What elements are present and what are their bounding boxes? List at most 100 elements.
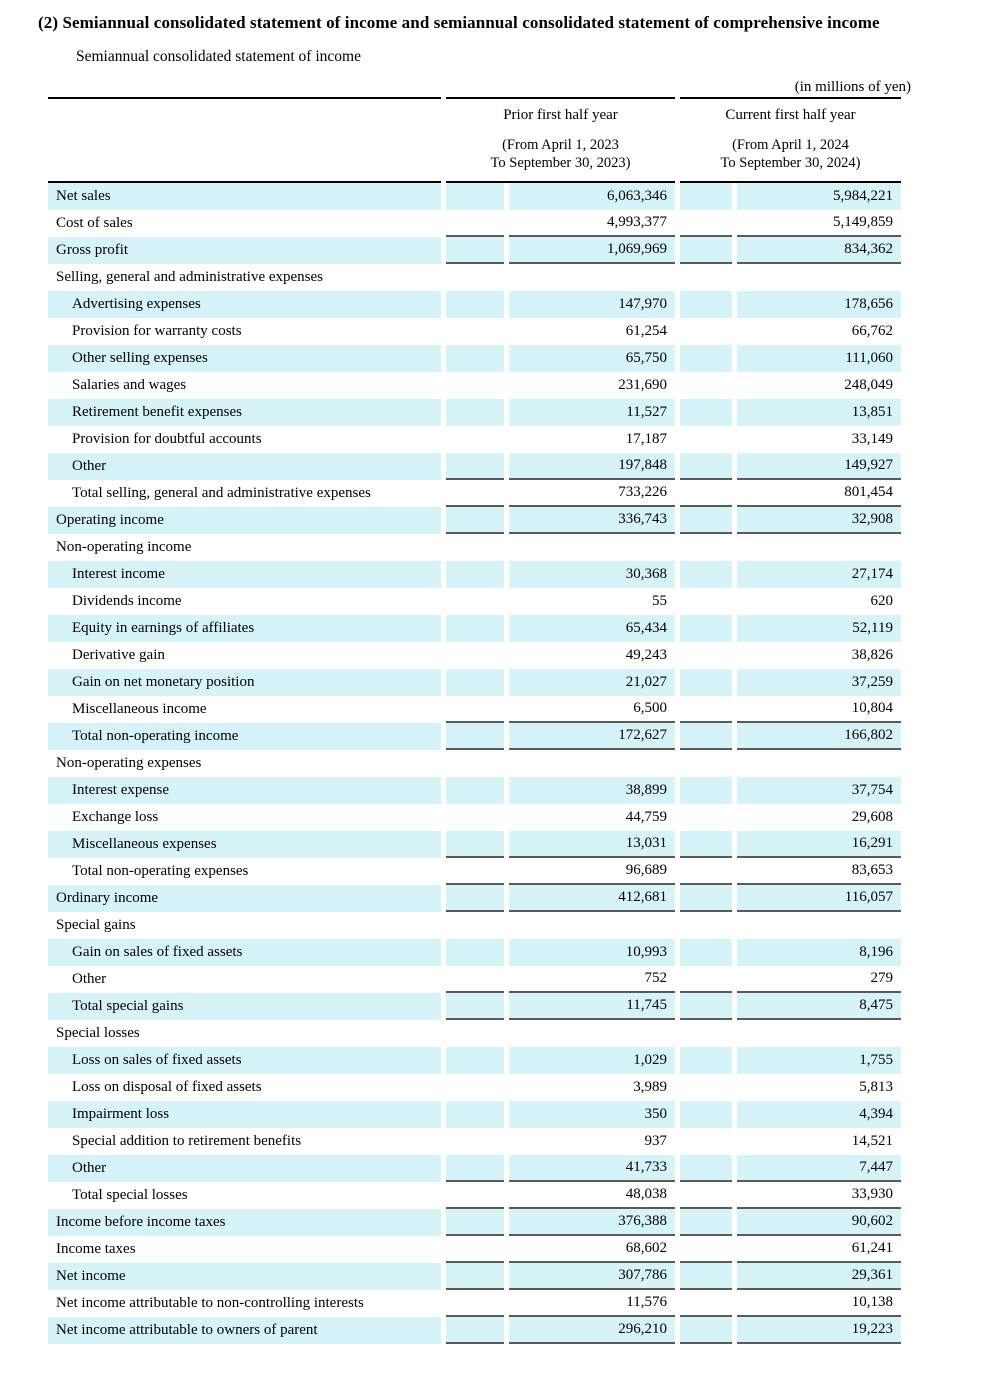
prior-value: 61,254	[625, 323, 667, 339]
prior-value: 65,434	[509, 615, 675, 642]
row-label: Net sales	[48, 183, 441, 210]
table-row: Income before income taxes 376,388 90,602	[48, 1209, 901, 1236]
spacer-cell	[680, 1047, 732, 1074]
current-value: 10,804	[737, 696, 901, 723]
spacer-cell	[680, 750, 732, 777]
prior-value: 350	[509, 1101, 675, 1128]
current-value: 66,762	[851, 323, 893, 339]
spacer-cell	[680, 345, 732, 372]
spacer-cell	[446, 1128, 504, 1155]
prior-value: 412,681	[509, 885, 675, 912]
current-value	[737, 750, 901, 777]
prior-value: 38,899	[509, 777, 675, 804]
current-value: 52,119	[737, 615, 901, 642]
spacer-cell	[446, 453, 504, 480]
current-value: 14,521	[851, 1133, 893, 1149]
spacer-cell	[680, 1074, 732, 1101]
spacer-cell	[680, 723, 732, 750]
header-row: Prior first half year (From April 1, 202…	[48, 97, 901, 183]
table-row: Derivative gain 49,243 38,826	[48, 642, 901, 669]
spacer-cell	[680, 318, 732, 345]
current-value: 834,362	[737, 237, 901, 264]
prior-value: 937	[644, 1133, 668, 1149]
row-label: Net income attributable to non-controlli…	[56, 1295, 364, 1311]
spacer-cell	[446, 1209, 504, 1236]
table-row: Loss on sales of fixed assets 1,029 1,755	[48, 1047, 901, 1074]
spacer-cell	[446, 183, 504, 210]
row-label: Operating income	[48, 507, 441, 534]
table-row: Operating income 336,743 32,908	[48, 507, 901, 534]
spacer-cell	[680, 1101, 732, 1128]
prior-value	[509, 750, 675, 777]
row-label: Retirement benefit expenses	[48, 399, 441, 426]
spacer-cell	[446, 858, 504, 885]
current-period-line2: To September 30, 2024)	[720, 155, 861, 171]
prior-value: 307,786	[509, 1263, 675, 1290]
spacer-cell	[680, 1263, 732, 1290]
spacer-cell	[446, 1020, 504, 1047]
table-row: Loss on disposal of fixed assets 3,989 5,8…	[48, 1074, 901, 1101]
current-value: 166,802	[737, 723, 901, 750]
spacer-cell	[680, 1128, 732, 1155]
row-label: Exchange loss	[72, 809, 159, 825]
current-value: 27,174	[737, 561, 901, 588]
table-row: Provision for doubtful accounts 17,187 33,…	[48, 426, 901, 453]
current-value: 32,908	[737, 507, 901, 534]
row-label: Impairment loss	[48, 1101, 441, 1128]
prior-value: 55	[652, 593, 667, 609]
prior-value: 17,187	[625, 431, 667, 447]
spacer-cell	[446, 993, 504, 1020]
prior-value: 96,689	[509, 858, 675, 885]
table-row: Non-operating expenses	[48, 750, 901, 777]
row-label: Interest expense	[48, 777, 441, 804]
spacer-cell	[680, 912, 732, 939]
table-row: Selling, general and administrative expe…	[48, 264, 901, 291]
table-row: Miscellaneous income 6,500 10,804	[48, 696, 901, 723]
spacer-cell	[446, 1317, 504, 1344]
row-label: Total non-operating expenses	[72, 863, 249, 879]
row-label: Gain on sales of fixed assets	[48, 939, 441, 966]
current-value: 5,813	[859, 1079, 893, 1095]
spacer-cell	[446, 291, 504, 318]
spacer-cell	[446, 777, 504, 804]
table-row: Ordinary income 412,681 116,057	[48, 885, 901, 912]
current-value: 38,826	[851, 647, 893, 663]
current-value: 8,475	[737, 993, 901, 1020]
table-row: Impairment loss 350 4,394	[48, 1101, 901, 1128]
prior-value: 197,848	[509, 453, 675, 480]
prior-value: 1,029	[509, 1047, 675, 1074]
current-value: 279	[737, 966, 901, 993]
prior-value: 11,745	[509, 993, 675, 1020]
table-row: Cost of sales 4,993,377 5,149,859	[48, 210, 901, 237]
row-label: Cost of sales	[56, 215, 133, 231]
spacer-cell	[680, 372, 732, 399]
table-row: Total non-operating income 172,627 166,802	[48, 723, 901, 750]
current-value: 8,196	[737, 939, 901, 966]
table-row: Total non-operating expenses 96,689 83,653	[48, 858, 901, 885]
table-row: Special addition to retirement benefits 9…	[48, 1128, 901, 1155]
prior-value: 296,210	[509, 1317, 675, 1344]
table-row: Total selling, general and administrativ…	[48, 480, 901, 507]
prior-value	[509, 912, 675, 939]
spacer-cell	[680, 237, 732, 264]
current-period-header: Current first half year (From April 1, 2…	[680, 97, 901, 183]
row-label: Total selling, general and administrativ…	[72, 485, 371, 501]
spacer-cell	[446, 1236, 504, 1263]
spacer-cell	[680, 642, 732, 669]
table-row: Gain on sales of fixed assets 10,993 8,196	[48, 939, 901, 966]
spacer-cell	[680, 777, 732, 804]
current-period-label: Current first half year	[725, 107, 856, 123]
current-value: 37,259	[737, 669, 901, 696]
spacer-cell	[446, 885, 504, 912]
spacer-cell	[680, 453, 732, 480]
current-value: 5,984,221	[737, 183, 901, 210]
spacer-cell	[680, 561, 732, 588]
spacer-cell	[680, 210, 732, 237]
prior-value: 49,243	[625, 647, 667, 663]
spacer-cell	[680, 264, 732, 291]
row-label: Miscellaneous expenses	[48, 831, 441, 858]
prior-value: 1,069,969	[509, 237, 675, 264]
current-value: 178,656	[737, 291, 901, 318]
spacer-cell	[680, 831, 732, 858]
prior-value	[509, 264, 675, 291]
